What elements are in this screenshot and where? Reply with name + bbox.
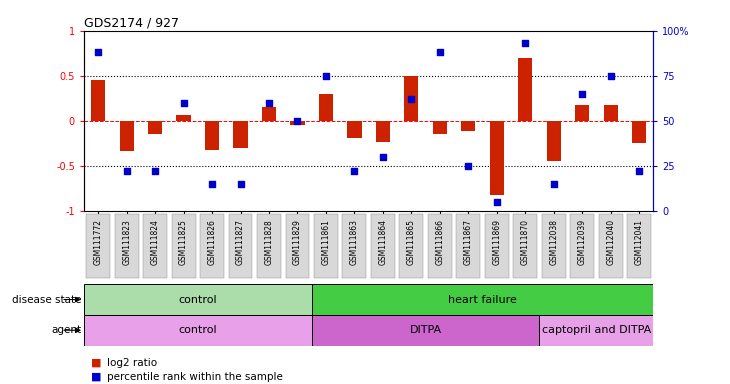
Bar [461, 121, 475, 131]
FancyBboxPatch shape [342, 214, 366, 278]
Text: GSM112039: GSM112039 [577, 219, 587, 265]
Text: GSM111827: GSM111827 [236, 219, 245, 265]
Point [263, 100, 274, 106]
Text: agent: agent [51, 325, 81, 335]
Text: control: control [179, 295, 217, 305]
Text: ■: ■ [91, 372, 101, 382]
Bar [262, 108, 276, 121]
Bar [632, 121, 646, 142]
Bar [205, 121, 219, 150]
Bar [148, 121, 162, 134]
Text: GSM111828: GSM111828 [264, 219, 274, 265]
FancyBboxPatch shape [485, 214, 509, 278]
Point [206, 181, 218, 187]
Text: captopril and DITPA: captopril and DITPA [542, 325, 651, 335]
Text: GSM111772: GSM111772 [93, 219, 103, 265]
Point [235, 181, 247, 187]
FancyBboxPatch shape [172, 214, 196, 278]
Text: GSM111867: GSM111867 [464, 219, 473, 265]
FancyBboxPatch shape [371, 214, 395, 278]
Bar [234, 121, 247, 148]
Bar [547, 121, 561, 161]
Text: percentile rank within the sample: percentile rank within the sample [107, 372, 283, 382]
Bar [539, 315, 653, 346]
Point [149, 169, 161, 175]
Text: GSM111865: GSM111865 [407, 219, 416, 265]
FancyBboxPatch shape [542, 214, 566, 278]
Text: GSM111824: GSM111824 [150, 219, 160, 265]
Bar [604, 105, 618, 121]
FancyBboxPatch shape [200, 214, 224, 278]
Text: GSM111861: GSM111861 [321, 219, 331, 265]
Text: GSM112041: GSM112041 [634, 219, 644, 265]
Text: GSM111869: GSM111869 [492, 219, 502, 265]
Bar [575, 105, 589, 121]
FancyBboxPatch shape [228, 214, 253, 278]
FancyBboxPatch shape [285, 214, 310, 278]
Point [320, 73, 331, 79]
Text: GSM111870: GSM111870 [520, 219, 530, 265]
Point [434, 49, 445, 55]
Bar [518, 58, 532, 121]
Bar [91, 80, 105, 121]
Bar [312, 284, 653, 315]
Bar [490, 121, 504, 195]
Bar [433, 121, 447, 134]
Point [577, 91, 588, 97]
Text: GDS2174 / 927: GDS2174 / 927 [84, 17, 179, 30]
FancyBboxPatch shape [513, 214, 537, 278]
Point [121, 169, 133, 175]
Point [406, 96, 418, 103]
Text: GSM111829: GSM111829 [293, 219, 302, 265]
Bar [347, 121, 361, 138]
FancyBboxPatch shape [257, 214, 281, 278]
Bar [404, 76, 418, 121]
FancyBboxPatch shape [143, 214, 167, 278]
Bar [177, 115, 191, 121]
Text: GSM112038: GSM112038 [549, 219, 558, 265]
Point [463, 163, 474, 169]
Text: GSM111826: GSM111826 [207, 219, 217, 265]
FancyBboxPatch shape [599, 214, 623, 278]
Text: GSM111864: GSM111864 [378, 219, 388, 265]
FancyBboxPatch shape [428, 214, 452, 278]
Text: DITPA: DITPA [410, 325, 442, 335]
FancyBboxPatch shape [314, 214, 338, 278]
Bar [319, 94, 333, 121]
Point [92, 49, 104, 55]
Point [634, 169, 645, 175]
Text: disease state: disease state [12, 295, 81, 305]
Bar [84, 315, 312, 346]
Text: GSM111863: GSM111863 [350, 219, 359, 265]
Point [292, 118, 304, 124]
Point [519, 40, 531, 46]
Text: heart failure: heart failure [448, 295, 517, 305]
FancyBboxPatch shape [399, 214, 423, 278]
FancyBboxPatch shape [570, 214, 594, 278]
FancyBboxPatch shape [115, 214, 139, 278]
Point [604, 73, 616, 79]
Bar [312, 315, 539, 346]
Point [178, 100, 190, 106]
Point [491, 199, 502, 205]
Text: GSM111825: GSM111825 [179, 219, 188, 265]
FancyBboxPatch shape [627, 214, 651, 278]
Bar [120, 121, 134, 151]
Point [377, 154, 388, 160]
FancyBboxPatch shape [86, 214, 110, 278]
FancyBboxPatch shape [456, 214, 480, 278]
Point [349, 169, 361, 175]
Text: control: control [179, 325, 217, 335]
Bar [376, 121, 390, 142]
Text: GSM112040: GSM112040 [606, 219, 615, 265]
Text: ■: ■ [91, 358, 101, 368]
Text: GSM111823: GSM111823 [122, 219, 131, 265]
Text: GSM111866: GSM111866 [435, 219, 445, 265]
Bar [84, 284, 312, 315]
Point [548, 181, 559, 187]
Text: log2 ratio: log2 ratio [107, 358, 158, 368]
Bar [291, 121, 304, 124]
